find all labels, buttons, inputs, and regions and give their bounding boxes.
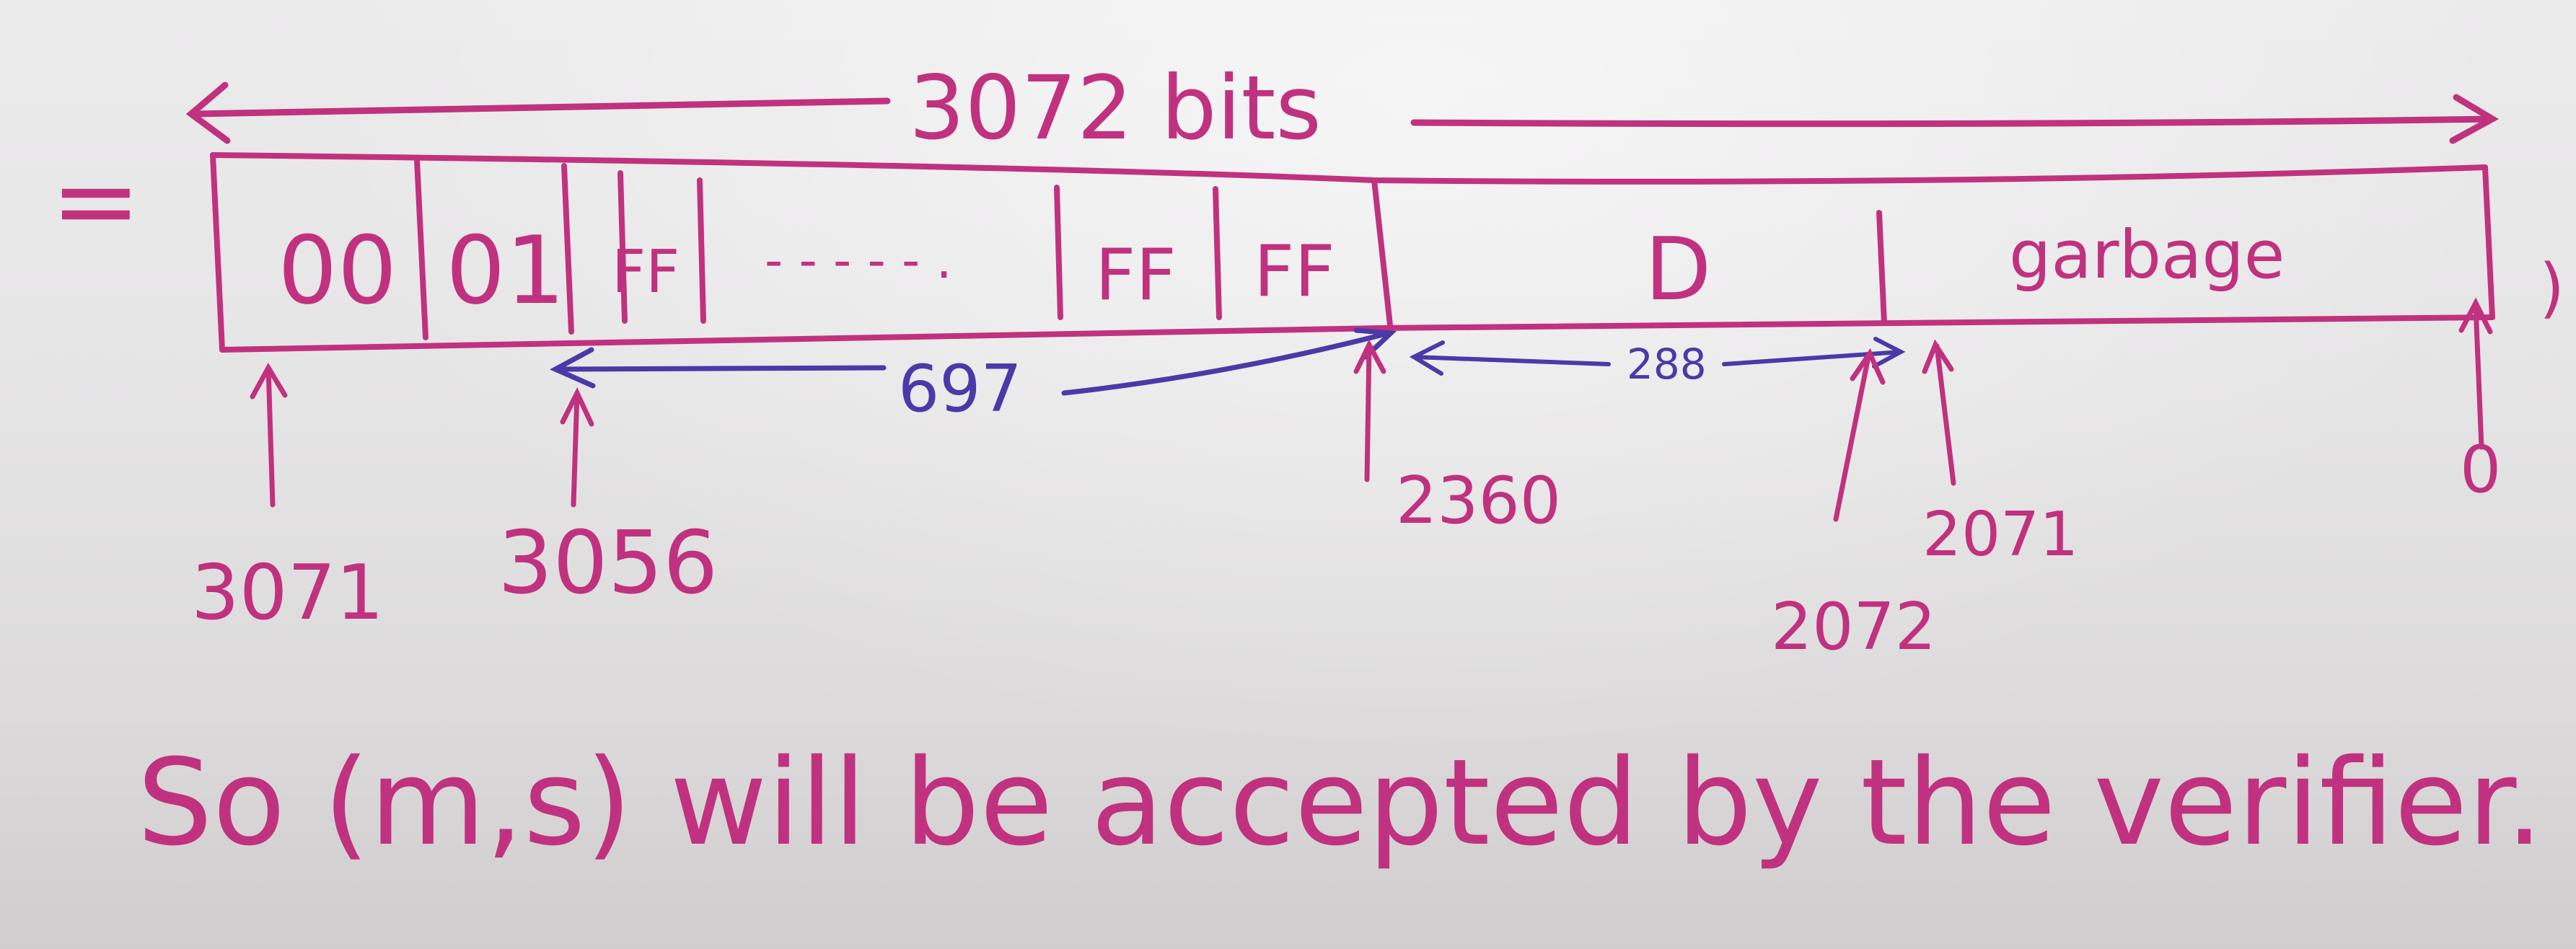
cell-dots: - - - - - . — [765, 231, 952, 290]
pos-0: 0 — [2460, 432, 2501, 508]
pos-3056: 3056 — [498, 513, 718, 614]
pos-2360: 2360 — [1396, 463, 1561, 539]
span-697-arrow — [550, 327, 1397, 396]
total-width-arrow — [185, 81, 2500, 144]
total-width-label: 3072 bits — [909, 57, 1322, 159]
position-pointers — [250, 297, 2493, 522]
cell-00: 00 — [278, 216, 397, 325]
cell-d: D — [1645, 220, 1711, 320]
pos-2071: 2071 — [1922, 499, 2078, 570]
pos-2072: 2072 — [1771, 589, 1936, 665]
bit-row-box — [210, 152, 2495, 353]
equals-sign: = — [50, 138, 141, 264]
cell-01: 01 — [446, 216, 565, 325]
cell-ff-1: FF — [612, 238, 680, 306]
span-697-label: 697 — [898, 351, 1022, 427]
close-paren: ) — [2539, 250, 2564, 326]
cell-ff-3: FF — [1254, 231, 1335, 313]
span-288-label: 288 — [1627, 340, 1707, 389]
conclusion-text: So (m,s) will be accepted by the verifie… — [137, 733, 2576, 872]
pos-3071-left: 3071 — [191, 549, 384, 637]
cell-garbage: garbage — [2009, 216, 2285, 293]
cell-ff-2: FF — [1095, 234, 1177, 317]
